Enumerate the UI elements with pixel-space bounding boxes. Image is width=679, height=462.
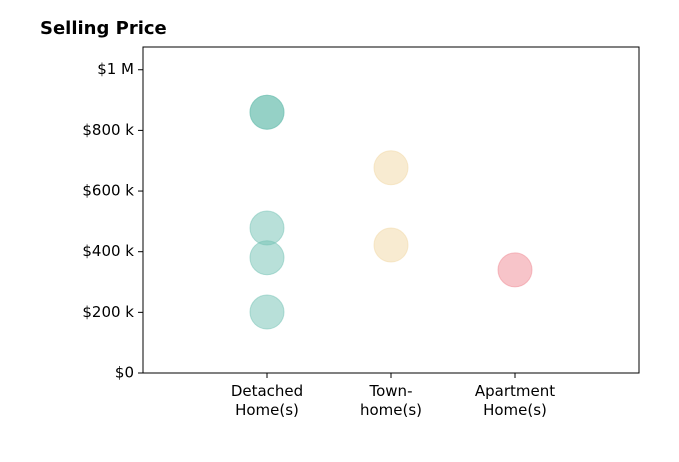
y-tick-label: $800 k: [82, 121, 134, 139]
point: [373, 150, 409, 186]
chart-title: Selling Price: [40, 18, 167, 39]
x-tick-label: Detached Home(s): [230, 382, 304, 419]
point: [373, 227, 409, 263]
point: [249, 210, 285, 246]
y-tick-label: $0: [115, 364, 134, 382]
y-tick-label: $600 k: [82, 182, 134, 200]
point: [497, 252, 533, 288]
point: [249, 240, 285, 276]
y-tick-label: $1 M: [97, 60, 134, 78]
x-tick-label: Apartment Home(s): [474, 382, 556, 419]
y-tick-label: $400 k: [82, 242, 134, 260]
y-tick-label: $200 k: [82, 303, 134, 321]
point: [249, 294, 285, 330]
point: [249, 94, 285, 130]
x-tick-label: Town- home(s): [359, 382, 423, 419]
